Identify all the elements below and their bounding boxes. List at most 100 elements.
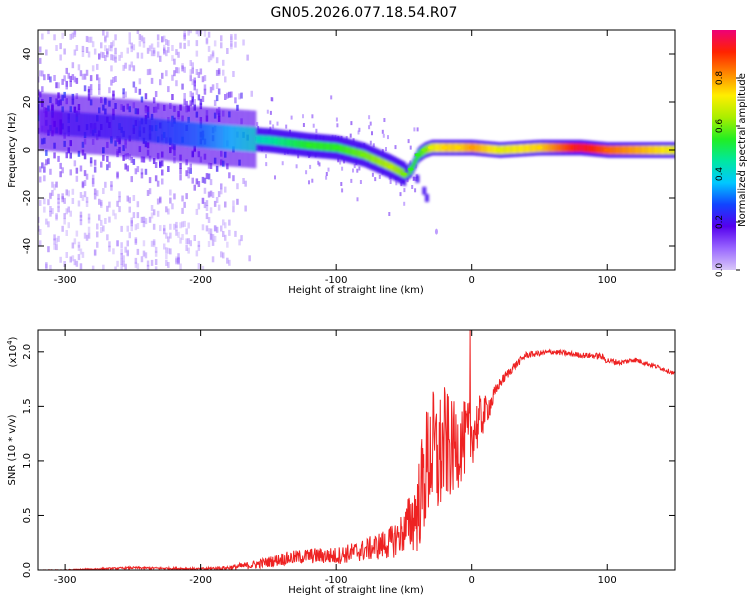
spectrogram-noise-cell [59, 171, 62, 178]
spectrogram-noise-cell [85, 35, 89, 42]
spectrogram-noise-cell [156, 51, 160, 58]
spectrogram-noise-cell [38, 76, 40, 83]
spectrogram-noise-cell [215, 69, 219, 76]
spectrogram-noise-cell [154, 259, 158, 265]
spectrogram-noise-cell [154, 162, 158, 168]
spectrogram-noise-cell [165, 39, 168, 45]
spectrogram-noise-cell [215, 83, 219, 89]
spectrogram-noise-cell [87, 217, 91, 224]
spectrogram-noise-cell [203, 30, 207, 37]
spectrogram-band-core [464, 143, 467, 152]
spectrogram-noise-cell [71, 242, 75, 249]
spectrogram-noise-cell [385, 147, 387, 151]
spectrogram-noise-cell [224, 76, 227, 83]
spectrogram-noise-cell [183, 42, 186, 49]
spectrogram-band-core [119, 115, 122, 140]
spectrogram-noise-cell [156, 34, 160, 41]
spectrogram-noise-cell [199, 103, 203, 110]
spectrogram-band-core [338, 144, 342, 153]
spectrogram-band-core [55, 110, 59, 135]
spectrogram-noise-cell [87, 213, 91, 220]
spectrogram-band-core [208, 124, 211, 149]
spectrogram-noise-cell [106, 164, 109, 171]
spectrogram-noise-cell [167, 46, 170, 53]
spectrogram-noise-cell [207, 241, 211, 247]
snr-panel: -300 -200 -100 0 100 0.0 0.5 1.0 1.5 2.0 Height … [6, 329, 676, 596]
spectrogram-peak-point [400, 172, 407, 176]
spectrogram-noise-cell [102, 225, 105, 232]
spectrogram-noise-cell [77, 254, 81, 261]
spectrogram-noise-cell [336, 123, 339, 128]
spectrogram-noise-cell [73, 49, 77, 56]
spectrogram-noise-cell [61, 225, 64, 232]
spectrogram-noise-cell [183, 33, 186, 39]
spectrogram-noise-cell [124, 163, 127, 170]
spectrogram-band-core [166, 120, 169, 144]
spectrogram-noise-cell [102, 154, 105, 161]
spectrogram-noise-cell [120, 242, 123, 249]
colorbar-ticks: 0.0 0.2 0.4 0.6 0.8 [715, 71, 740, 277]
spectrogram-band-core [277, 137, 280, 146]
spectrogram-noise-cell [59, 256, 62, 263]
spectrogram-noise-cell [114, 56, 117, 63]
spectrogram-x-label: Height of straight line (km) [288, 285, 424, 296]
y-tick-label: 1.0 [22, 453, 33, 469]
spectrogram-noise-cell [205, 38, 209, 45]
spectrogram-noise-cell [140, 35, 144, 42]
spectrogram-band-core [72, 112, 75, 137]
spectrogram-noise-cell [159, 79, 162, 86]
spectrogram-band-core [304, 140, 307, 149]
spectrogram-band-core [631, 145, 634, 155]
spectrogram-noise-cell [414, 188, 417, 193]
spectrogram-noise-cell [152, 241, 156, 248]
spectrogram-noise-cell [195, 30, 199, 35]
spectrogram-noise-cell [154, 175, 158, 182]
spectrogram-noise-cell [140, 216, 144, 223]
spectrogram-noise-cell [209, 207, 213, 214]
spectrogram-noise-cell [203, 177, 207, 184]
spectrogram-noise-cell [163, 243, 166, 250]
spectrogram-band-core [194, 122, 197, 147]
spectrogram-noise-cell [146, 260, 150, 267]
spectrogram-noise-cell [112, 209, 115, 216]
spectrogram-band-core [506, 145, 509, 154]
spectrogram-band-core [420, 148, 423, 158]
spectrogram-band-core [646, 145, 649, 155]
spectrogram-band-core [145, 117, 148, 142]
spectrogram-noise-cell [96, 231, 99, 238]
spectrogram-noise-cell [211, 50, 215, 57]
snr-y-label: SNR (10 * v/v) [7, 414, 18, 485]
spectrogram-band-core [202, 123, 205, 148]
spectrogram-noise-cell [89, 36, 93, 43]
spectrogram-noise-cell [185, 245, 188, 251]
spectrogram-noise-cell [71, 198, 75, 204]
spectrogram-noise-cell [104, 45, 107, 52]
spectrogram-band-core [636, 145, 639, 155]
spectrogram-noise-cell [269, 110, 272, 115]
spectrogram-noise-cell [207, 56, 211, 63]
spectrogram-noise-cell [161, 160, 164, 167]
spectrogram-noise-cell [165, 260, 168, 266]
spectrogram-noise-cell [238, 93, 241, 100]
spectrogram-noise-cell [53, 75, 56, 81]
spectrogram-noise-cell [185, 170, 188, 177]
spectrogram-noise-cell [132, 44, 136, 51]
spectrogram-noise-cell [240, 92, 243, 99]
spectrogram-band-core [273, 136, 276, 146]
y-tick-label: 20 [22, 96, 33, 109]
spectrogram-noise-cell [228, 229, 231, 236]
spectrogram-noise-cell [403, 188, 406, 193]
spectrogram-noise-cell [59, 162, 62, 169]
spectrogram-noise-cell [57, 201, 60, 208]
spectrogram-noise-cell [108, 245, 111, 252]
spectrogram-noise-cell [118, 206, 121, 213]
spectrogram-noise-cell [189, 100, 192, 107]
spectrogram-noise-cell [189, 60, 192, 66]
spectrogram-band-core [522, 144, 525, 153]
spectrogram-noise-cell [356, 197, 359, 202]
spectrogram-noise-cell [302, 123, 305, 127]
spectrogram-band-core [120, 115, 124, 140]
spectrogram-band-core [439, 143, 442, 152]
spectrogram-band-core [122, 115, 125, 140]
spectrogram-noise-cell [49, 76, 52, 83]
